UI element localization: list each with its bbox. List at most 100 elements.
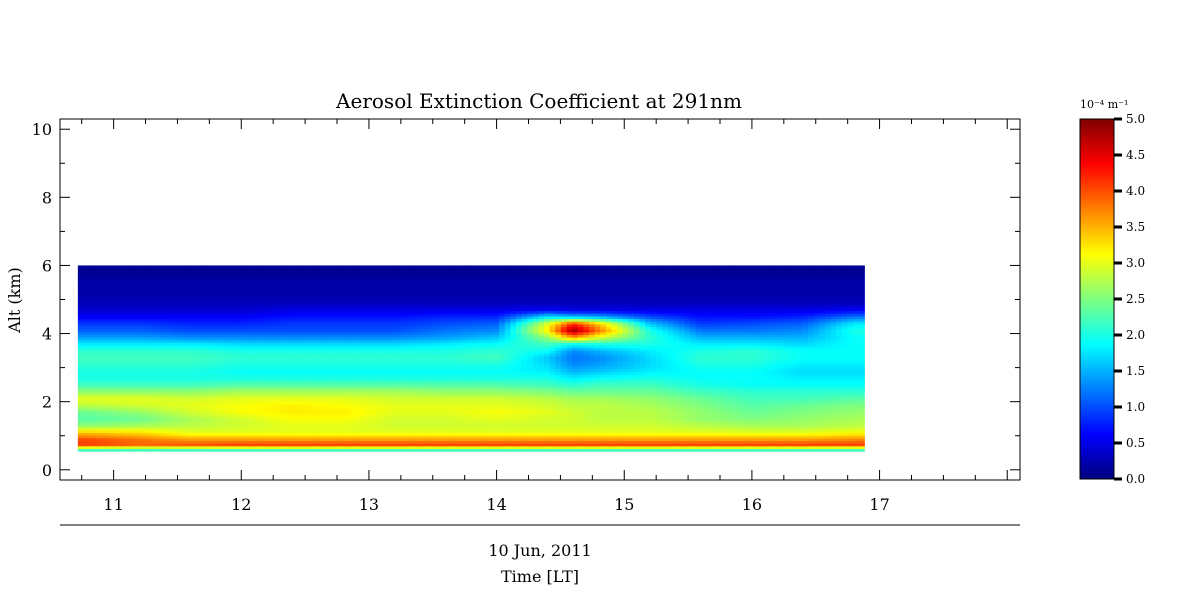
heatmap-cell xyxy=(195,408,203,412)
heatmap-cell xyxy=(122,291,130,296)
heatmap-cell xyxy=(89,331,96,335)
heatmap-cell xyxy=(252,284,259,288)
heatmap-cell xyxy=(403,440,410,444)
heatmap-cell xyxy=(150,289,158,293)
heatmap-cell xyxy=(167,339,174,343)
heatmap-cell xyxy=(459,445,467,449)
heatmap-cell xyxy=(330,376,337,381)
heatmap-cell xyxy=(184,276,191,280)
heatmap-cell xyxy=(302,321,309,325)
heatmap-cell xyxy=(369,390,377,394)
heatmap-cell xyxy=(167,307,174,312)
heatmap-cell xyxy=(263,358,270,362)
heatmap-cell xyxy=(162,313,169,317)
heatmap-cell xyxy=(381,350,388,354)
heatmap-cell xyxy=(162,411,169,415)
heatmap-cell xyxy=(437,297,444,301)
heatmap-cell xyxy=(167,398,174,402)
heatmap-cell xyxy=(442,307,450,312)
heatmap-cell xyxy=(426,413,433,418)
heatmap-cell xyxy=(150,276,158,280)
heatmap-cell xyxy=(291,435,298,439)
heatmap-cell xyxy=(195,427,203,431)
heatmap-cell xyxy=(437,286,444,290)
heatmap-cell xyxy=(94,384,101,389)
heatmap-cell xyxy=(291,344,298,349)
heatmap-cell xyxy=(212,344,219,349)
heatmap-cell xyxy=(89,294,96,298)
heatmap-cell xyxy=(325,281,332,285)
heatmap-cell xyxy=(212,368,219,373)
heatmap-cell xyxy=(358,318,365,322)
heatmap-cell xyxy=(105,421,113,426)
heatmap-cell xyxy=(325,294,332,298)
heatmap-cell xyxy=(117,342,124,346)
heatmap-cell xyxy=(212,339,219,343)
heatmap-cell xyxy=(392,366,399,370)
heatmap-cell xyxy=(218,278,225,282)
heatmap-cell xyxy=(426,368,433,373)
heatmap-cell xyxy=(364,440,371,444)
heatmap-cell xyxy=(330,405,337,410)
heatmap-cell xyxy=(94,371,101,375)
heatmap-cell xyxy=(369,281,377,285)
heatmap-cell xyxy=(459,374,467,378)
heatmap-cell xyxy=(263,382,270,386)
heatmap-cell xyxy=(207,344,214,349)
heatmap-cell xyxy=(240,416,247,420)
heatmap-cell xyxy=(201,416,208,420)
heatmap-cell xyxy=(414,315,422,320)
heatmap-cell xyxy=(285,392,292,396)
heatmap-cell xyxy=(280,276,287,280)
heatmap-cell xyxy=(319,421,326,426)
heatmap-cell xyxy=(336,411,343,415)
heatmap-cell xyxy=(454,440,461,444)
heatmap-cell xyxy=(465,337,472,341)
heatmap-cell xyxy=(403,334,410,338)
heatmap-cell xyxy=(223,368,231,373)
heatmap-cell xyxy=(145,429,152,434)
heatmap-cell xyxy=(392,329,399,333)
heatmap-cell xyxy=(313,278,321,282)
heatmap-cell xyxy=(375,281,382,285)
heatmap-cell xyxy=(302,405,309,410)
heatmap-cell xyxy=(319,273,326,277)
heatmap-cell xyxy=(431,307,438,312)
heatmap-cell xyxy=(431,374,438,378)
heatmap-cell xyxy=(134,276,141,280)
heatmap-cell xyxy=(409,318,416,322)
heatmap-cell xyxy=(117,268,124,272)
heatmap-cell xyxy=(195,297,203,301)
heatmap-cell xyxy=(218,329,225,333)
heatmap-cell xyxy=(313,299,321,304)
heatmap-cell xyxy=(409,342,416,346)
heatmap-cell xyxy=(173,289,180,293)
heatmap-cell xyxy=(392,419,399,423)
heatmap-cell xyxy=(167,331,174,335)
heatmap-cell xyxy=(403,313,410,317)
heatmap-cell xyxy=(369,342,377,346)
heatmap-cell xyxy=(375,347,382,351)
heatmap-cell xyxy=(167,273,174,277)
heatmap-cell xyxy=(403,366,410,370)
heatmap-cell xyxy=(308,313,315,317)
heatmap-cell xyxy=(162,376,169,381)
heatmap-cell xyxy=(145,339,152,343)
heatmap-cell xyxy=(100,448,107,452)
heatmap-cell xyxy=(105,387,113,391)
heatmap-cell xyxy=(274,291,281,296)
heatmap-cell xyxy=(454,400,461,404)
heatmap-cell xyxy=(268,387,276,391)
heatmap-cell xyxy=(94,413,101,418)
heatmap-cell xyxy=(246,408,253,412)
heatmap-cell xyxy=(139,371,146,375)
heatmap-cell xyxy=(223,286,231,290)
heatmap-cell xyxy=(336,350,343,354)
heatmap-cell xyxy=(89,403,96,407)
heatmap-cell xyxy=(139,284,146,288)
heatmap-cell xyxy=(207,294,214,298)
heatmap-cell xyxy=(195,432,203,436)
heatmap-cell xyxy=(426,310,433,314)
heatmap-cell xyxy=(369,286,377,290)
heatmap-cell xyxy=(426,297,433,301)
